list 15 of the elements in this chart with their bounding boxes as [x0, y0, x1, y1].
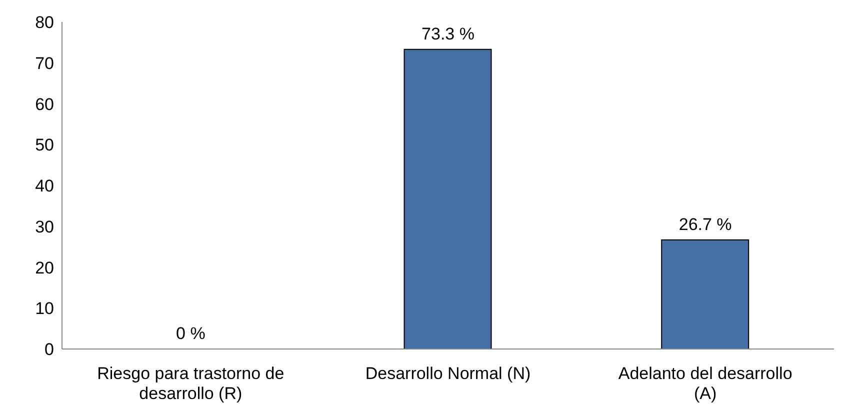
- x-tick-label: Adelanto del desarrollo (A): [618, 364, 792, 403]
- y-tick-label: 80: [35, 13, 54, 32]
- y-tick-label: 30: [35, 217, 54, 236]
- data-label: 73.3 %: [422, 24, 474, 44]
- y-tick-label: 20: [35, 258, 54, 278]
- x-tick-label: Riesgo para trastorno de desarrollo (R): [97, 364, 284, 403]
- x-tick-label: Desarrollo Normal (N): [365, 364, 531, 383]
- data-label: 0 %: [176, 324, 206, 343]
- data-label: 26.7 %: [678, 214, 732, 234]
- y-tick-label: 40: [35, 176, 54, 196]
- y-tick-label: 70: [35, 54, 54, 73]
- y-tick-label: 60: [35, 94, 54, 114]
- y-tick-label: 10: [35, 299, 54, 318]
- y-tick-label: 0: [44, 340, 54, 360]
- y-tick-label: 50: [35, 136, 54, 155]
